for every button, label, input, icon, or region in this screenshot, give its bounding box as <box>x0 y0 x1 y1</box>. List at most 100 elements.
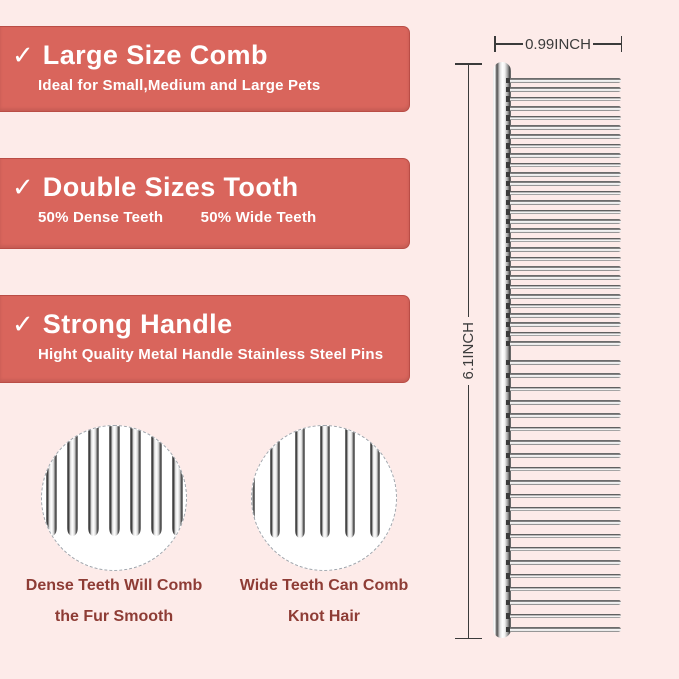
comb-tooth <box>506 506 621 512</box>
comb-tooth <box>506 143 621 149</box>
comb-pin <box>45 426 57 536</box>
comb-tooth <box>506 466 621 472</box>
height-dimension-line: 6.1INCH <box>455 63 482 639</box>
comb-tooth <box>506 256 621 262</box>
comb-tooth <box>506 237 621 243</box>
checkmark-icon: ✓ <box>12 40 34 70</box>
dimension-line-segment <box>467 63 470 318</box>
comb-tooth <box>506 626 621 632</box>
comb-tooth <box>506 479 621 485</box>
comb-tooth <box>506 439 621 445</box>
comb-tooth <box>506 274 621 280</box>
comb-pin <box>295 426 305 538</box>
wide-teeth-pins <box>252 426 396 570</box>
comb-tooth <box>506 162 621 168</box>
comb-pin <box>108 426 120 536</box>
comb-tooth <box>506 386 621 392</box>
banner-subtitle: Ideal for Small,Medium and Large Pets <box>38 77 321 94</box>
comb-tooth <box>506 331 621 337</box>
banner-subtitle: Hight Quality Metal Handle Stainless Ste… <box>38 346 384 363</box>
comb-tooth <box>506 519 621 525</box>
comb-tooth <box>506 180 621 186</box>
width-dimension-label: 0.99INCH <box>525 35 591 53</box>
wide-teeth-label: 50% Wide Teeth <box>200 209 317 226</box>
comb-pin <box>345 426 355 538</box>
banner-heading-row: ✓ Large Size Comb <box>0 27 409 70</box>
comb-tooth <box>506 293 621 299</box>
comb-pin <box>87 426 99 536</box>
comb-tooth <box>506 115 621 121</box>
banner-heading-row: ✓ Strong Handle <box>0 296 409 339</box>
wide-teeth-detail-circle <box>251 425 397 571</box>
banner-heading: Double Sizes Tooth <box>42 172 299 202</box>
comb-tooth <box>506 372 621 378</box>
comb-image <box>493 62 623 638</box>
dense-teeth-label: 50% Dense Teeth <box>38 209 164 226</box>
caption-line: Dense Teeth Will Comb <box>25 577 203 594</box>
comb-tooth <box>506 190 621 196</box>
comb-tooth <box>506 77 621 83</box>
comb-tooth <box>506 284 621 290</box>
comb-pin <box>66 426 78 536</box>
comb-tooth <box>506 546 621 552</box>
comb-tooth <box>506 152 621 158</box>
comb-tooth <box>506 105 621 111</box>
comb-pin <box>270 426 280 538</box>
dense-teeth-caption: Dense Teeth Will Comb the Fur Smooth <box>4 570 224 632</box>
comb-tooth <box>506 399 621 405</box>
comb-tooth <box>506 559 621 565</box>
wide-teeth-caption: Wide Teeth Can Comb Knot Hair <box>214 570 434 632</box>
comb-tooth <box>506 246 621 252</box>
dimension-line-segment <box>592 43 623 45</box>
comb-tooth <box>506 86 621 92</box>
comb-pin <box>129 426 141 536</box>
comb-tooth <box>506 124 621 130</box>
banner-heading: Large Size Comb <box>42 40 268 70</box>
comb-tooth <box>506 199 621 205</box>
banner-heading: Strong Handle <box>42 309 233 339</box>
comb-tooth <box>506 312 621 318</box>
comb-pin <box>150 426 162 536</box>
feature-banner-large-size: ✓ Large Size Comb Ideal for Small,Medium… <box>0 26 410 112</box>
comb-tooth <box>506 340 621 346</box>
comb-tooth <box>506 493 621 498</box>
caption-line: Knot Hair <box>288 608 360 625</box>
comb-tooth <box>506 303 621 309</box>
caption-line: Wide Teeth Can Comb <box>239 577 409 594</box>
comb-tooth <box>506 573 621 579</box>
caption-line: the Fur Smooth <box>54 608 174 625</box>
comb-tooth <box>506 133 621 139</box>
comb-tooth <box>506 265 621 271</box>
height-dimension-label: 6.1INCH <box>460 322 477 380</box>
feature-banner-strong-handle: ✓ Strong Handle Hight Quality Metal Hand… <box>0 295 410 383</box>
comb-tooth <box>506 209 621 215</box>
comb-tooth <box>506 321 621 327</box>
comb-tooth <box>506 426 621 432</box>
dense-teeth-detail-circle <box>41 425 187 571</box>
comb-pin <box>370 426 380 538</box>
checkmark-icon: ✓ <box>12 172 34 202</box>
width-dimension-line: 0.99INCH <box>494 35 623 53</box>
checkmark-icon: ✓ <box>12 309 34 339</box>
comb-tooth <box>506 613 621 619</box>
dense-teeth-pins <box>42 426 186 570</box>
comb-tooth <box>506 599 621 605</box>
comb-tooth <box>506 227 621 233</box>
dimension-line-segment <box>494 43 524 45</box>
banner-subtitle: 50% Dense Teeth 50% Wide Teeth <box>0 202 409 226</box>
comb-tooth <box>506 218 621 224</box>
comb-pin <box>320 426 330 538</box>
comb-tooth <box>506 533 621 539</box>
comb-tooth <box>506 412 621 418</box>
feature-banner-double-tooth: ✓ Double Sizes Tooth 50% Dense Teeth 50%… <box>0 158 410 249</box>
comb-tooth <box>506 171 621 177</box>
comb-pin <box>252 426 255 538</box>
comb-tooth <box>506 359 621 365</box>
comb-tooth <box>506 586 621 592</box>
comb-tooth <box>506 96 621 102</box>
banner-heading-row: ✓ Double Sizes Tooth <box>0 159 409 202</box>
dimension-line-segment <box>467 384 470 639</box>
comb-tooth <box>506 452 621 458</box>
comb-pin <box>171 426 183 536</box>
